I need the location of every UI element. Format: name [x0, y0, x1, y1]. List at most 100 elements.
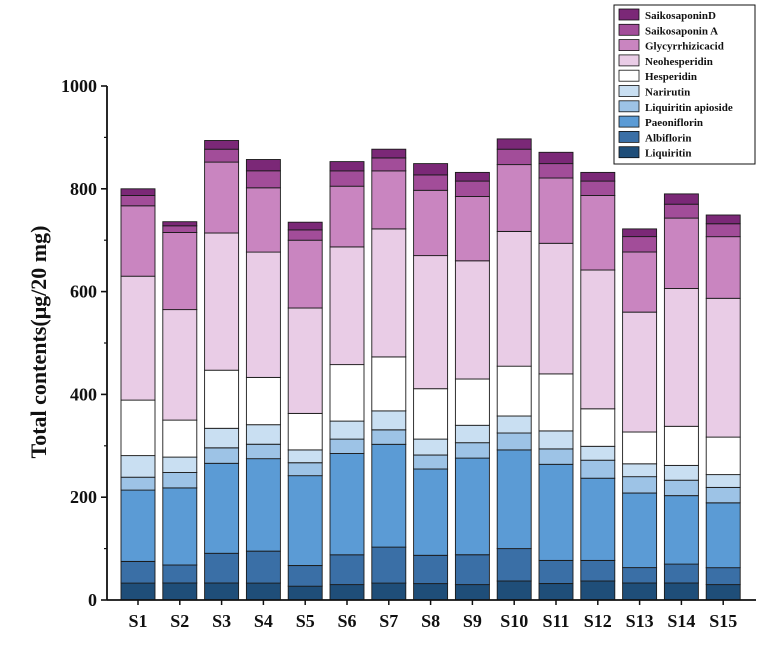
legend-label-narirutin: Narirutin: [645, 87, 690, 99]
bar-segment-s1-neohesperidin: [121, 276, 155, 400]
bar-segment-s4-hesperidin: [246, 377, 280, 424]
bar-segment-s7-hesperidin: [372, 357, 406, 411]
bar-segment-s15-saikosaponind: [706, 215, 740, 224]
bar-segment-s1-hesperidin: [121, 400, 155, 456]
bar-segment-s14-paeoniflorin: [664, 496, 698, 564]
bar-segment-s12-glycyrrhizicacid: [581, 196, 615, 271]
legend-label-saikosaponind: SaikosaponinD: [645, 10, 716, 22]
legend-swatch-liquiritin: [619, 147, 639, 158]
bar-segment-s3-saikosaponind: [205, 141, 239, 150]
bar-segment-s6-saikosaponin-a: [330, 171, 364, 186]
bar-segment-s5-liquiritin: [288, 586, 322, 600]
bar-segment-s7-paeoniflorin: [372, 444, 406, 547]
bar-segment-s3-liquiritin: [205, 583, 239, 600]
bar-segment-s3-liquiritin-apioside: [205, 448, 239, 463]
bar-segment-s12-saikosaponin-a: [581, 181, 615, 195]
bar-segment-s1-liquiritin-apioside: [121, 477, 155, 490]
bar-segment-s13-liquiritin-apioside: [623, 477, 657, 493]
bar-segment-s14-liquiritin: [664, 583, 698, 600]
bar-segment-s15-liquiritin-apioside: [706, 487, 740, 502]
bar-segment-s14-saikosaponind: [664, 194, 698, 204]
bar-segment-s4-paeoniflorin: [246, 459, 280, 551]
x-tick-label-s2: S2: [170, 611, 189, 631]
bar-segment-s15-glycyrrhizicacid: [706, 237, 740, 299]
bar-segment-s10-hesperidin: [497, 366, 531, 416]
bar-segment-s3-albiflorin: [205, 553, 239, 583]
bar-segment-s9-neohesperidin: [455, 261, 489, 379]
bar-segment-s11-liquiritin-apioside: [539, 449, 573, 464]
bar-segment-s4-saikosaponind: [246, 160, 280, 171]
bar-segment-s13-paeoniflorin: [623, 493, 657, 567]
bar-segment-s6-neohesperidin: [330, 247, 364, 365]
x-tick-label-s3: S3: [212, 611, 231, 631]
bar-segment-s9-paeoniflorin: [455, 458, 489, 555]
bar-segment-s15-liquiritin: [706, 585, 740, 600]
bar-segment-s15-paeoniflorin: [706, 503, 740, 568]
y-tick-label-800: 800: [70, 179, 97, 199]
bar-segment-s1-liquiritin: [121, 583, 155, 600]
bar-segment-s13-glycyrrhizicacid: [623, 252, 657, 312]
bar-segment-s9-saikosaponin-a: [455, 181, 489, 196]
bar-segment-s10-saikosaponin-a: [497, 149, 531, 164]
bar-segment-s11-saikosaponind: [539, 152, 573, 163]
bar-segment-s4-liquiritin-apioside: [246, 444, 280, 458]
legend-label-paeoniflorin: Paeoniflorin: [645, 117, 703, 129]
bar-segment-s2-saikosaponin-a: [163, 226, 197, 233]
legend-label-liquiritin-apioside: Liquiritin apioside: [645, 102, 733, 114]
bar-segment-s13-saikosaponin-a: [623, 237, 657, 252]
bar-segment-s14-narirutin: [664, 465, 698, 480]
bar-segment-s7-saikosaponind: [372, 149, 406, 158]
x-tick-label-s15: S15: [709, 611, 737, 631]
x-tick-label-s9: S9: [463, 611, 482, 631]
bar-segment-s4-saikosaponin-a: [246, 171, 280, 188]
bar-segment-s12-hesperidin: [581, 409, 615, 447]
bar-segment-s7-liquiritin-apioside: [372, 430, 406, 444]
bar-segment-s9-glycyrrhizicacid: [455, 197, 489, 261]
bar-segment-s8-liquiritin-apioside: [414, 455, 448, 469]
bar-segment-s9-liquiritin: [455, 585, 489, 600]
bar-segment-s10-glycyrrhizicacid: [497, 165, 531, 232]
x-tick-label-s4: S4: [254, 611, 273, 631]
x-tick-label-s5: S5: [296, 611, 315, 631]
bar-segment-s11-albiflorin: [539, 560, 573, 583]
bar-segment-s10-neohesperidin: [497, 232, 531, 367]
legend-swatch-neohesperidin: [619, 55, 639, 66]
bar-segment-s15-hesperidin: [706, 437, 740, 475]
bar-segment-s8-narirutin: [414, 439, 448, 455]
bar-segment-s1-paeoniflorin: [121, 490, 155, 561]
bar-segment-s5-hesperidin: [288, 413, 322, 450]
bar-segment-s10-liquiritin: [497, 581, 531, 600]
bar-segment-s14-liquiritin-apioside: [664, 480, 698, 495]
legend-label-liquiritin: Liquiritin: [645, 148, 691, 160]
x-tick-label-s6: S6: [337, 611, 356, 631]
bar-segment-s9-narirutin: [455, 425, 489, 443]
bars-layer: [121, 139, 740, 600]
bar-segment-s11-narirutin: [539, 431, 573, 449]
bar-segment-s7-albiflorin: [372, 547, 406, 583]
bar-segment-s7-saikosaponin-a: [372, 158, 406, 171]
legend-label-neohesperidin: Neohesperidin: [645, 56, 713, 68]
legend-swatch-saikosaponin-a: [619, 24, 639, 35]
bar-segment-s13-hesperidin: [623, 432, 657, 464]
bar-segment-s3-paeoniflorin: [205, 463, 239, 553]
legend-swatch-paeoniflorin: [619, 116, 639, 127]
y-tick-label-200: 200: [70, 487, 97, 507]
bar-segment-s8-paeoniflorin: [414, 469, 448, 555]
legend-label-albiflorin: Albiflorin: [645, 132, 691, 144]
bar-segment-s3-hesperidin: [205, 370, 239, 428]
bar-segment-s10-saikosaponind: [497, 139, 531, 149]
bar-segment-s1-saikosaponin-a: [121, 196, 155, 206]
x-tick-label-s14: S14: [667, 611, 695, 631]
legend-label-hesperidin: Hesperidin: [645, 71, 697, 83]
bar-segment-s2-neohesperidin: [163, 310, 197, 421]
bar-segment-s7-liquiritin: [372, 583, 406, 600]
bar-segment-s14-hesperidin: [664, 426, 698, 465]
bar-segment-s13-saikosaponind: [623, 229, 657, 237]
bar-segment-s6-liquiritin: [330, 585, 364, 600]
legend-swatch-hesperidin: [619, 70, 639, 81]
bar-segment-s5-liquiritin-apioside: [288, 463, 322, 476]
bar-segment-s9-liquiritin-apioside: [455, 443, 489, 458]
bar-segment-s12-narirutin: [581, 446, 615, 460]
y-axis-title: Total contents(μg/20 mg): [26, 226, 51, 459]
legend-swatch-saikosaponind: [619, 9, 639, 20]
